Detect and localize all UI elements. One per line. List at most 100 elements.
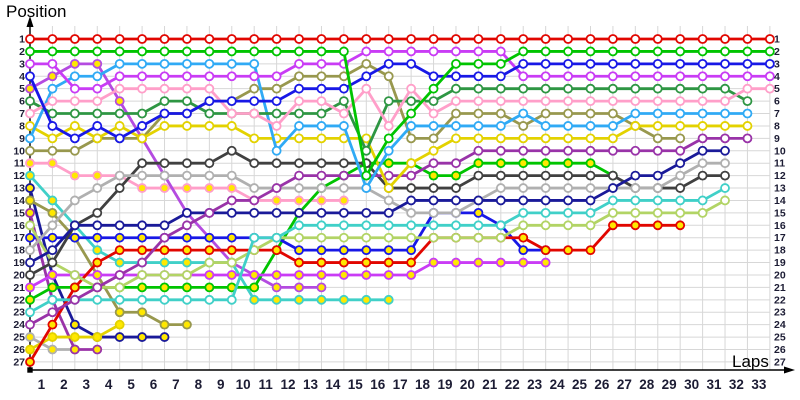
y-tick-left: 12 — [13, 170, 25, 182]
lap-marker — [473, 58, 484, 69]
lap-marker — [294, 170, 304, 181]
lap-marker — [249, 282, 260, 293]
lap-marker — [383, 183, 394, 193]
lap-marker — [406, 257, 417, 268]
lap-marker — [338, 108, 349, 119]
lap-marker — [114, 257, 125, 268]
lap-marker — [204, 183, 215, 193]
lap-marker — [361, 257, 372, 268]
x-tick: 3 — [83, 377, 91, 392]
lap-marker — [69, 282, 80, 293]
lap-marker — [182, 83, 192, 94]
lap-marker — [25, 282, 35, 293]
lap-marker — [47, 344, 58, 355]
series-darkgreen-white — [25, 83, 753, 156]
lap-marker — [720, 46, 730, 57]
lap-marker — [473, 96, 484, 106]
lap-marker — [271, 282, 282, 293]
lap-marker — [249, 294, 260, 305]
y-tick-left: 7 — [19, 108, 25, 120]
lap-marker — [159, 71, 170, 82]
x-tick: 1 — [38, 377, 46, 392]
lap-marker — [114, 270, 125, 280]
y-tick-left: 24 — [13, 319, 25, 331]
x-tick: 5 — [127, 377, 135, 392]
lap-marker — [630, 83, 641, 94]
lap-marker — [675, 195, 686, 206]
lap-marker — [608, 145, 618, 156]
x-tick: 15 — [348, 377, 364, 392]
lap-marker — [652, 96, 663, 106]
lap-marker — [361, 170, 372, 181]
lap-marker — [294, 158, 304, 169]
y-tick-right: 18 — [774, 245, 786, 257]
lap-marker — [92, 332, 103, 342]
x-tick: 20 — [460, 377, 475, 392]
lap-marker — [294, 133, 304, 144]
lap-marker — [451, 133, 461, 144]
lap-marker — [585, 170, 596, 181]
y-tick-right: 20 — [774, 269, 786, 281]
lap-marker — [69, 270, 80, 280]
lap-marker — [249, 183, 260, 193]
series-red-yellow — [25, 220, 686, 367]
series-line — [28, 223, 682, 364]
lap-marker — [451, 71, 461, 82]
lap-marker — [585, 108, 596, 119]
lap-marker — [540, 46, 551, 57]
lap-marker — [137, 170, 148, 181]
lap-marker — [204, 207, 215, 218]
lap-marker — [316, 245, 327, 256]
lap-marker — [540, 145, 551, 156]
lap-marker — [518, 121, 529, 131]
lap-marker — [473, 207, 484, 218]
lap-marker — [226, 121, 237, 131]
lap-marker — [204, 294, 215, 305]
y-tick-left: 4 — [19, 71, 25, 83]
x-tick: 2 — [60, 377, 68, 392]
x-tick: 32 — [729, 377, 744, 392]
lap-marker — [92, 96, 103, 106]
series-pink-white — [25, 83, 775, 131]
lap-marker — [518, 83, 529, 94]
lap-marker — [316, 170, 327, 181]
lap-marker — [406, 170, 417, 181]
lap-marker — [697, 170, 708, 181]
lap-marker — [406, 195, 417, 206]
x-tick: 29 — [662, 377, 677, 392]
lap-marker — [204, 108, 215, 119]
lap-marker — [92, 294, 103, 305]
lap-marker — [316, 71, 327, 82]
lap-marker — [518, 207, 529, 218]
y-tick-left: 9 — [19, 133, 25, 145]
lap-marker — [406, 158, 417, 169]
lap-marker — [47, 46, 58, 57]
lap-marker — [159, 282, 170, 293]
lap-marker — [764, 58, 775, 69]
y-tick-right: 7 — [774, 108, 780, 120]
lap-marker — [69, 108, 80, 119]
lap-marker — [271, 96, 282, 106]
x-tick: 25 — [572, 377, 588, 392]
lap-marker — [182, 46, 192, 57]
lap-marker — [114, 245, 125, 256]
y-tick-left: 22 — [13, 294, 25, 306]
lap-marker — [451, 83, 461, 94]
lap-marker — [608, 220, 618, 231]
lap-marker — [383, 195, 394, 206]
lap-marker — [159, 121, 170, 131]
y-tick-left: 3 — [19, 58, 25, 70]
lap-marker — [182, 34, 192, 44]
lap-marker — [518, 183, 529, 193]
lap-marker — [518, 108, 529, 119]
lap-marker — [451, 108, 461, 119]
lap-marker — [406, 183, 417, 193]
lap-marker — [69, 34, 80, 44]
lap-marker — [226, 294, 237, 305]
lap-marker — [92, 121, 103, 131]
lap-marker — [585, 195, 596, 206]
lap-marker — [294, 183, 304, 193]
lap-marker — [204, 58, 215, 69]
lap-marker — [697, 108, 708, 119]
